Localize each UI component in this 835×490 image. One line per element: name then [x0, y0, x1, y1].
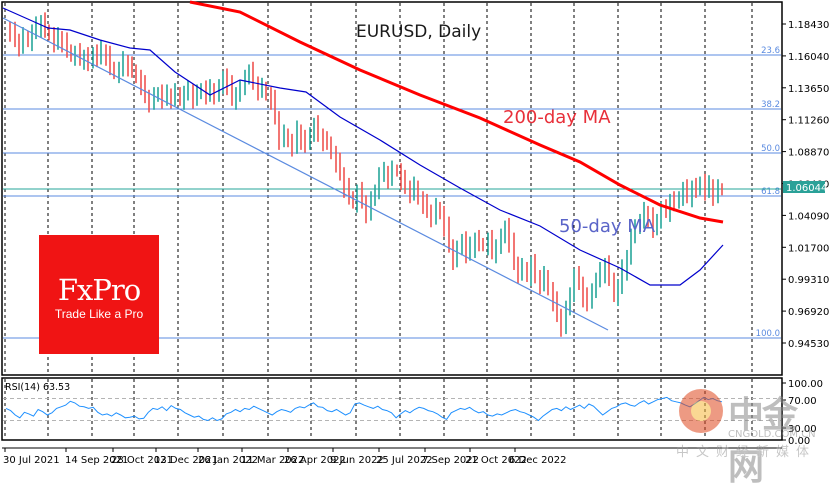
svg-text:1.16040: 1.16040 — [788, 52, 829, 63]
svg-text:28 Oct 2021: 28 Oct 2021 — [111, 455, 173, 466]
svg-text:61.8: 61.8 — [761, 187, 780, 197]
svg-text:1.18430: 1.18430 — [788, 20, 829, 31]
ma200-label: 200-day MA — [503, 107, 611, 128]
svg-text:70.00: 70.00 — [788, 396, 817, 407]
svg-text:14 Sep 2021: 14 Sep 2021 — [65, 455, 128, 466]
svg-text:21 Oct 2022: 21 Oct 2022 — [465, 455, 527, 466]
svg-text:100.0: 100.0 — [756, 329, 780, 339]
trend-channel-line — [2, 17, 609, 331]
svg-text:0.00: 0.00 — [788, 436, 810, 447]
svg-text:0.99310: 0.99310 — [788, 275, 829, 286]
svg-text:1.04090: 1.04090 — [788, 211, 829, 222]
svg-text:38.2: 38.2 — [761, 100, 780, 110]
svg-text:0.96920: 0.96920 — [788, 307, 829, 318]
svg-text:30.00: 30.00 — [788, 424, 817, 435]
rsi-indicator — [3, 396, 781, 422]
fxpro-logo: FxPro Trade Like a Pro — [39, 235, 159, 354]
rsi-label: RSI(14) 63.53 — [5, 382, 70, 393]
svg-text:26 Jan 2022: 26 Jan 2022 — [198, 455, 258, 466]
svg-text:1.11260: 1.11260 — [788, 116, 829, 127]
chart-title: EURUSD, Daily — [356, 22, 481, 42]
svg-text:23.6: 23.6 — [761, 46, 780, 56]
svg-text:0.94530: 0.94530 — [788, 339, 829, 350]
svg-text:50.0: 50.0 — [761, 144, 780, 154]
svg-text:30 Jul 2021: 30 Jul 2021 — [3, 455, 60, 466]
svg-text:26 Apr 2022: 26 Apr 2022 — [284, 455, 346, 466]
current-price-value: 1.06044 — [786, 183, 827, 194]
vertical-gridlines — [4, 3, 753, 439]
svg-text:1.08870: 1.08870 — [788, 148, 829, 159]
price-candles — [9, 12, 723, 337]
200-day-ma-line — [189, 0, 724, 224]
rsi-panel-frame — [1, 377, 783, 441]
svg-text:6 Dec 2022: 6 Dec 2022 — [509, 455, 567, 466]
svg-text:13 Dec 2021: 13 Dec 2021 — [154, 455, 218, 466]
svg-text:1.01700: 1.01700 — [788, 243, 829, 254]
svg-text:9 Jun 2022: 9 Jun 2022 — [330, 455, 384, 466]
logo-tagline: Trade Like a Pro — [54, 307, 144, 321]
50-day-ma-line — [2, 7, 724, 286]
svg-text:11 Mar 2022: 11 Mar 2022 — [241, 455, 304, 466]
moving-averages — [2, 0, 724, 331]
logo-brand: FxPro — [57, 273, 141, 307]
svg-text:1.13650: 1.13650 — [788, 84, 829, 95]
svg-text:100.00: 100.00 — [788, 379, 823, 390]
current-price-badge — [783, 181, 825, 193]
price-axis[interactable]: 1.184301.160401.136501.112601.088701.064… — [782, 20, 829, 447]
ma50-label: 50-day MA — [559, 216, 656, 237]
svg-text:25 Jul 2022: 25 Jul 2022 — [376, 455, 433, 466]
svg-text:7 Sep 2022: 7 Sep 2022 — [422, 455, 479, 466]
